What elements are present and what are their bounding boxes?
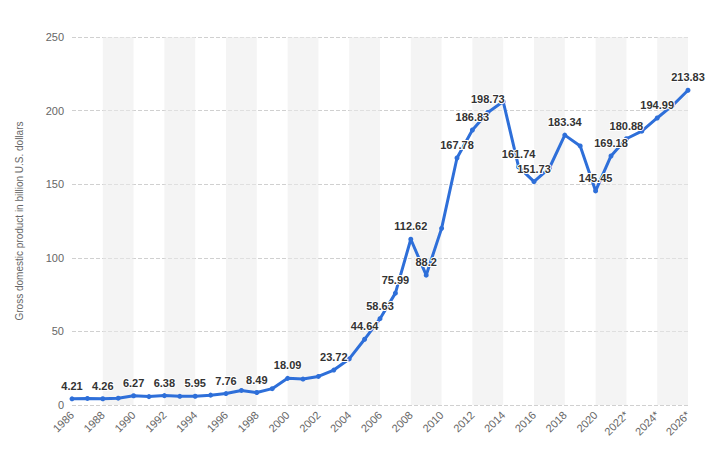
svg-text:186.83: 186.83: [456, 111, 490, 123]
svg-text:2022*: 2022*: [602, 408, 631, 437]
svg-text:2000: 2000: [266, 409, 292, 435]
svg-text:145.45: 145.45: [579, 172, 613, 184]
svg-text:1996: 1996: [204, 409, 230, 435]
svg-text:2004: 2004: [328, 409, 354, 435]
svg-text:194.99: 194.99: [640, 99, 674, 111]
svg-text:5.95: 5.95: [184, 377, 205, 389]
svg-text:23.72: 23.72: [320, 351, 348, 363]
svg-text:0: 0: [58, 399, 64, 411]
svg-text:2002: 2002: [297, 409, 323, 435]
svg-text:58.63: 58.63: [366, 300, 394, 312]
svg-text:151.73: 151.73: [517, 163, 551, 175]
svg-text:150: 150: [46, 178, 64, 190]
svg-text:88.2: 88.2: [415, 256, 436, 268]
svg-text:180.88: 180.88: [610, 120, 644, 132]
svg-text:167.78: 167.78: [440, 139, 474, 151]
svg-text:183.34: 183.34: [548, 116, 583, 128]
svg-text:2012: 2012: [451, 409, 477, 435]
svg-text:2024*: 2024*: [633, 408, 662, 437]
svg-text:7.76: 7.76: [215, 375, 236, 387]
svg-text:18.09: 18.09: [274, 359, 302, 371]
svg-text:200: 200: [46, 105, 64, 117]
svg-text:100: 100: [46, 252, 64, 264]
svg-text:2008: 2008: [389, 409, 415, 435]
svg-text:198.73: 198.73: [471, 93, 505, 105]
svg-text:112.62: 112.62: [394, 220, 427, 232]
svg-text:1986: 1986: [50, 409, 76, 435]
svg-text:161.74: 161.74: [502, 148, 537, 160]
svg-text:169.18: 169.18: [594, 137, 628, 149]
svg-text:1994: 1994: [174, 409, 200, 435]
svg-text:50: 50: [52, 325, 64, 337]
svg-text:Gross domestic product in bill: Gross domestic product in billion U.S. d…: [14, 122, 25, 321]
svg-text:75.99: 75.99: [382, 274, 410, 286]
svg-text:8.49: 8.49: [246, 374, 267, 386]
svg-text:4.26: 4.26: [92, 380, 113, 392]
svg-text:4.21: 4.21: [61, 380, 82, 392]
svg-text:2016: 2016: [512, 409, 538, 435]
svg-text:2010: 2010: [420, 409, 446, 435]
svg-text:1990: 1990: [112, 409, 138, 435]
svg-text:2014: 2014: [482, 409, 508, 435]
svg-text:213.83: 213.83: [671, 71, 705, 83]
svg-text:2026*: 2026*: [663, 408, 692, 437]
svg-text:2020: 2020: [574, 409, 600, 435]
svg-text:250: 250: [46, 31, 64, 43]
svg-text:2018: 2018: [543, 409, 569, 435]
svg-text:44.64: 44.64: [351, 320, 379, 332]
svg-text:1998: 1998: [235, 409, 261, 435]
svg-text:6.38: 6.38: [154, 377, 175, 389]
svg-text:1988: 1988: [81, 409, 107, 435]
svg-text:6.27: 6.27: [123, 377, 144, 389]
svg-text:2006: 2006: [358, 409, 384, 435]
svg-text:1992: 1992: [143, 409, 169, 435]
